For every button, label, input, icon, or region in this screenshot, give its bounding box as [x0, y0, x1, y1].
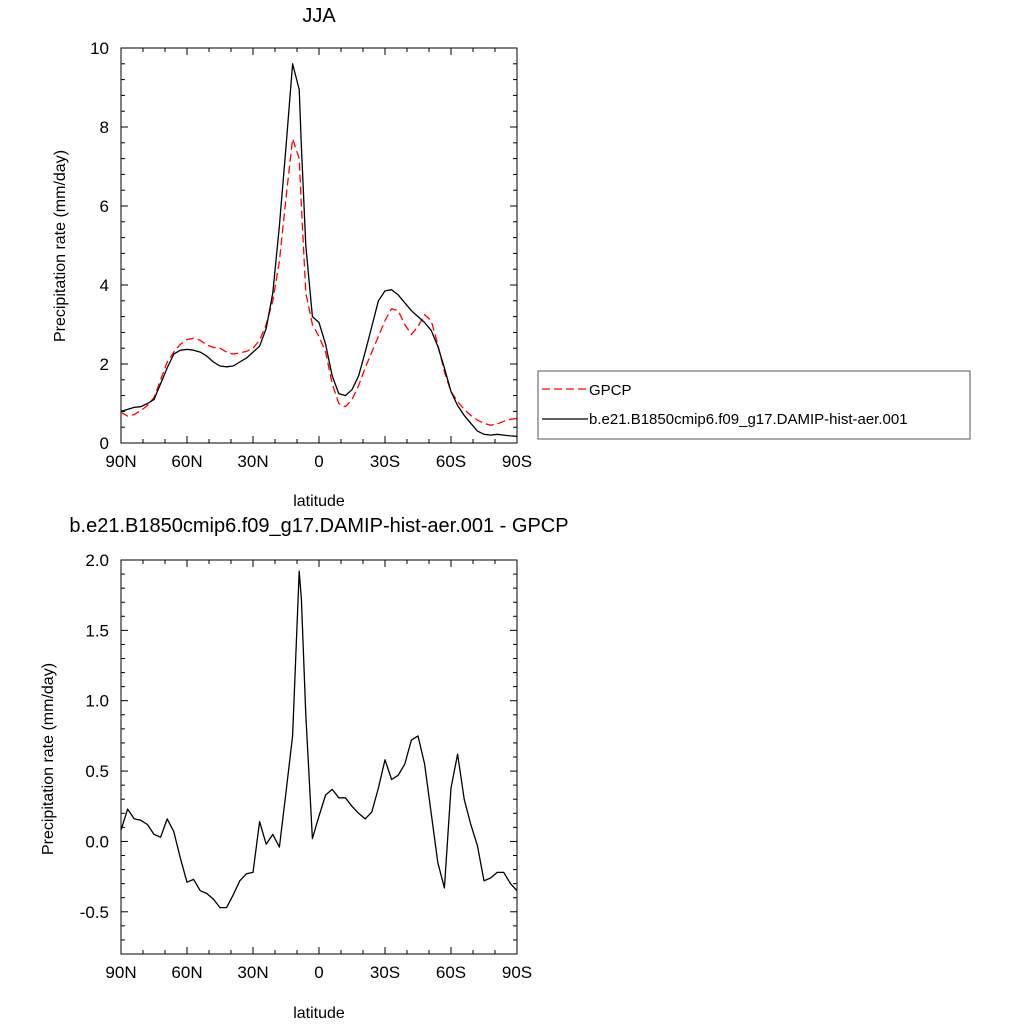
x-axis-label: latitude — [293, 1005, 345, 1022]
series-line — [120, 570, 518, 909]
chart-title: b.e21.B1850cmip6.f09_g17.DAMIP-hist-aer.… — [69, 515, 568, 537]
legend: GPCP b.e21.B1850cmip6.f09_g17.DAMIP-hist… — [537, 370, 971, 440]
y-tick-label: 2.0 — [85, 551, 109, 570]
x-tick-label: 60N — [171, 963, 202, 982]
plot-frame — [120, 47, 518, 444]
y-tick-label: 0 — [100, 434, 109, 453]
y-tick-label: -0.5 — [80, 903, 109, 922]
x-tick-label: 90N — [105, 963, 136, 982]
x-tick-label: 60S — [436, 963, 466, 982]
series-line — [120, 138, 518, 426]
y-tick-label: 4 — [100, 276, 109, 295]
x-tick-label: 0 — [314, 963, 323, 982]
bottom-panel: b.e21.B1850cmip6.f09_g17.DAMIP-hist-aer.… — [40, 515, 569, 1022]
y-tick-label: 6 — [100, 197, 109, 216]
x-tick-label: 30S — [370, 452, 400, 471]
x-tick-label: 30N — [237, 963, 268, 982]
y-tick-label: 8 — [100, 118, 109, 137]
y-tick-label: 10 — [90, 39, 109, 58]
x-tick-label: 60S — [436, 452, 466, 471]
x-tick-label: 90S — [502, 963, 532, 982]
plot-area: 90N 60N 30N 0 30S 60S 90S -0.5 0.0 0.5 1.0 1.5 2.0 — [80, 551, 532, 982]
x-axis-label: latitude — [293, 493, 345, 510]
legend-box — [537, 370, 971, 440]
series-line — [120, 63, 518, 437]
x-tick-label: 0 — [314, 452, 323, 471]
x-tick-label: 60N — [171, 452, 202, 471]
y-tick-label: 2 — [100, 355, 109, 374]
x-tick-label: 30S — [370, 963, 400, 982]
x-tick-label: 30N — [237, 452, 268, 471]
x-tick-label: 90S — [502, 452, 532, 471]
y-tick-label: 1.0 — [85, 692, 109, 711]
legend-label-model: b.e21.B1850cmip6.f09_g17.DAMIP-hist-aer.… — [589, 411, 908, 428]
plot-area: 90N 60N 30N 0 30S 60S 90S 0 2 4 6 8 10 — [90, 39, 532, 471]
y-tick-label: 0.0 — [85, 832, 109, 851]
chart-title: JJA — [302, 5, 336, 27]
y-tick-label: 0.5 — [85, 762, 109, 781]
x-tick-label: 90N — [105, 452, 136, 471]
legend-label-gpcp: GPCP — [589, 382, 632, 399]
y-axis-label: Precipitation rate (mm/day) — [40, 663, 57, 855]
top-panel: JJA 90N 60N 30N 0 30S 60S 90S 0 2 4 6 8 10 Precipita… — [52, 5, 971, 510]
y-axis-label: Precipitation rate (mm/day) — [52, 150, 69, 342]
y-tick-label: 1.5 — [85, 621, 109, 640]
